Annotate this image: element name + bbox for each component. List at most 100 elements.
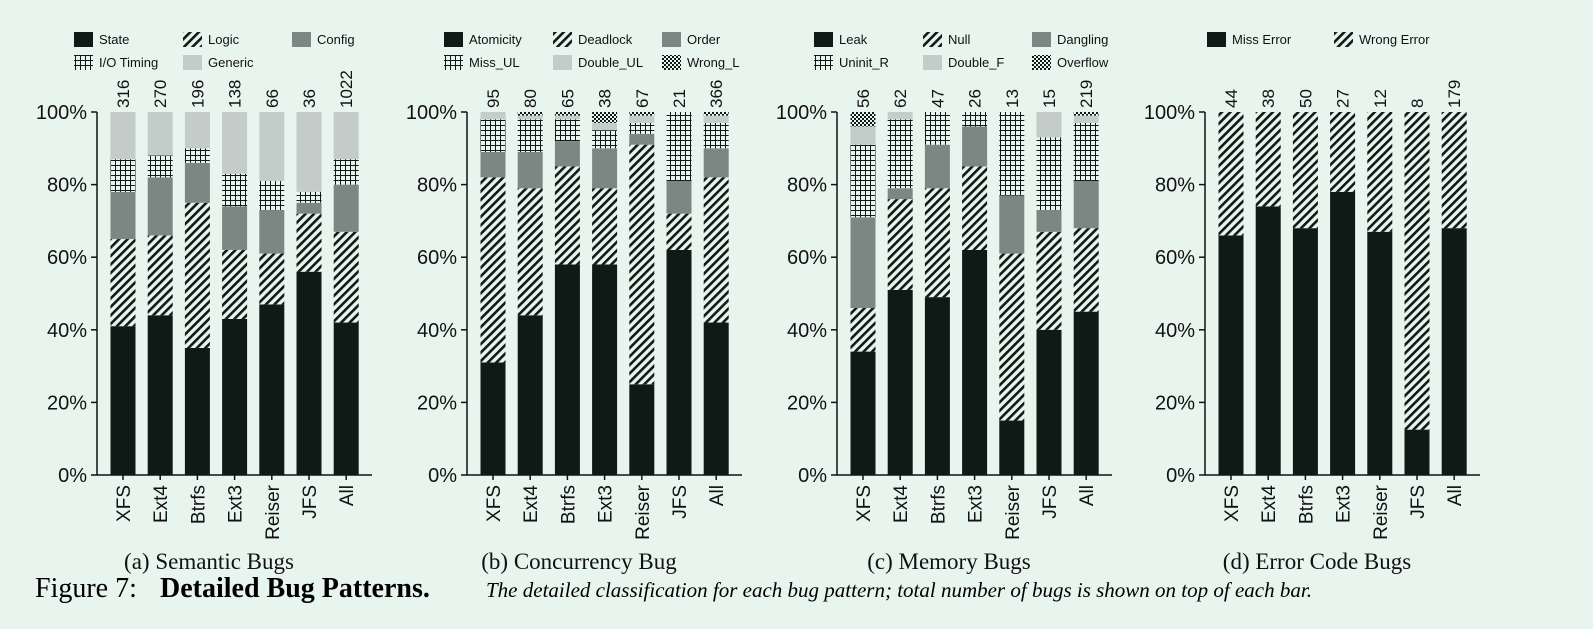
bar-total: 12	[1371, 89, 1390, 108]
bar-segment	[517, 188, 543, 316]
bar-segment	[999, 195, 1025, 254]
bar-segment	[592, 122, 618, 131]
x-tick-label: Btrfs	[1296, 485, 1317, 524]
legend-swatch	[662, 32, 681, 47]
legend-swatch	[74, 55, 93, 70]
x-tick-label: Ext3	[966, 485, 987, 523]
legend-label: Miss_UL	[469, 55, 520, 70]
x-tick-label: Reiser	[633, 484, 654, 540]
bar-segment	[1255, 112, 1281, 207]
bar-segment	[887, 112, 913, 120]
legend-label: Miss Error	[1232, 32, 1292, 47]
legend-label: Uninit_R	[839, 55, 889, 70]
bar-segment	[924, 144, 950, 189]
bar-segment	[1073, 311, 1099, 475]
bar-segment	[147, 112, 173, 156]
bar-segment	[296, 202, 322, 214]
bar-segment	[296, 271, 322, 475]
bar-segment	[1036, 329, 1062, 475]
legend-swatch	[74, 32, 93, 47]
x-tick-label: Reiser	[263, 484, 284, 540]
bar-segment	[1036, 137, 1062, 211]
bar-segment	[703, 122, 729, 149]
bar-segment	[480, 119, 506, 152]
legend-swatch	[292, 32, 311, 47]
bar-segment	[517, 151, 543, 189]
bar-segment	[850, 217, 876, 309]
bar-segment	[592, 112, 618, 123]
legend-swatch	[662, 55, 681, 70]
bar-segment	[999, 253, 1025, 421]
bar-segment	[850, 112, 876, 127]
legend-swatch	[923, 55, 942, 70]
x-tick-label: Reiser	[1003, 484, 1024, 540]
y-tick-label: 0%	[58, 465, 87, 487]
bar-total: 316	[114, 80, 133, 108]
chart-caption: (c) Memory Bugs	[867, 549, 1031, 574]
y-tick-label: 100%	[406, 102, 457, 124]
bar-segment	[1441, 228, 1467, 475]
bar-segment	[480, 362, 506, 475]
legend-label: Leak	[839, 32, 868, 47]
y-tick-label: 100%	[776, 102, 827, 124]
bar-segment	[259, 180, 285, 211]
legend-label: Null	[948, 32, 971, 47]
y-tick-label: 60%	[47, 247, 87, 269]
bar-total: 21	[670, 89, 689, 108]
bar-segment	[629, 122, 655, 134]
bar-segment	[259, 253, 285, 305]
bar-segment	[999, 112, 1025, 196]
bar-segment	[703, 115, 729, 123]
legend-swatch	[553, 32, 572, 47]
bar-total: 196	[188, 80, 207, 108]
figure-text: The detailed classification for each bug…	[486, 578, 1312, 602]
x-tick-label: XFS	[484, 485, 505, 522]
legend-swatch	[1032, 32, 1051, 47]
bar-total: 62	[891, 89, 910, 108]
bar-segment	[333, 231, 359, 323]
bar-segment	[147, 177, 173, 236]
bar-segment	[110, 326, 136, 475]
legend-label: I/O Timing	[99, 55, 158, 70]
legend-swatch	[183, 55, 202, 70]
bar-segment	[1255, 206, 1281, 475]
legend-swatch	[1032, 55, 1051, 70]
bar-segment	[703, 322, 729, 475]
bar-segment	[629, 133, 655, 145]
x-tick-label: All	[1077, 485, 1098, 506]
bar-total: 1022	[337, 70, 356, 108]
x-tick-label: JFS	[670, 485, 691, 519]
bar-segment	[296, 213, 322, 272]
y-tick-label: 20%	[417, 392, 457, 414]
bar-segment	[1036, 112, 1062, 138]
x-tick-label: Ext3	[226, 485, 247, 523]
x-tick-label: Btrfs	[188, 485, 209, 524]
x-tick-label: Ext3	[596, 485, 617, 523]
y-tick-label: 100%	[36, 102, 87, 124]
x-tick-label: All	[707, 485, 728, 506]
bar-segment	[259, 112, 285, 181]
y-tick-label: 40%	[417, 320, 457, 342]
chart-caption: (b) Concurrency Bug	[481, 549, 677, 574]
bar-segment	[592, 148, 618, 189]
y-tick-label: 0%	[428, 465, 457, 487]
bar-segment	[1036, 231, 1062, 330]
bar-segment	[592, 264, 618, 475]
y-tick-label: 80%	[1155, 175, 1195, 197]
legend-swatch	[1207, 32, 1226, 47]
x-tick-label: Btrfs	[928, 485, 949, 524]
bar-segment	[592, 130, 618, 149]
bar-segment	[1367, 112, 1393, 232]
x-tick-label: XFS	[114, 485, 135, 522]
legend-label: Double_UL	[578, 55, 643, 70]
bar-segment	[1330, 112, 1356, 192]
legend-label: State	[99, 32, 129, 47]
x-tick-label: JFS	[1040, 485, 1061, 519]
bar-total: 66	[263, 89, 282, 108]
bar-segment	[110, 239, 136, 327]
x-tick-label: Ext4	[1259, 485, 1280, 523]
figure-label: Figure 7:	[35, 573, 137, 604]
bar-total: 38	[596, 89, 615, 108]
